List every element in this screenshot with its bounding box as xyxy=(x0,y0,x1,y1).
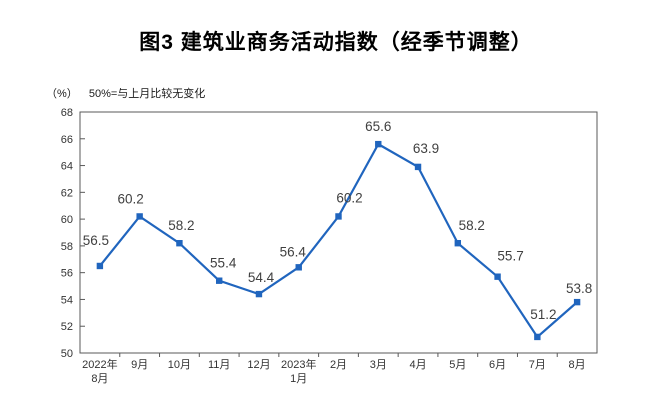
y-axis-label: 68 xyxy=(61,107,73,119)
baseline-note: 50%=与上月比较无变化 xyxy=(88,88,206,100)
x-axis-label: 10月 xyxy=(168,359,191,371)
y-axis-label: 56 xyxy=(61,268,73,280)
data-point-marker xyxy=(534,333,541,341)
y-axis-unit-label: （%） xyxy=(46,88,78,100)
data-point-marker xyxy=(454,240,462,247)
x-axis-label: 5月 xyxy=(449,359,466,371)
x-axis-label: 8月 xyxy=(569,359,586,371)
data-point-marker xyxy=(573,298,581,306)
data-point-marker xyxy=(494,273,501,280)
data-point-marker xyxy=(215,277,223,284)
data-point-marker xyxy=(375,140,382,148)
x-axis-label: 2022年 8月 xyxy=(82,357,117,385)
x-axis-label: 7月 xyxy=(529,359,546,371)
data-point-label: 65.6 xyxy=(365,119,391,134)
series-line xyxy=(99,142,578,339)
y-axis-label: 66 xyxy=(61,134,73,146)
data-point-marker xyxy=(255,290,263,298)
data-point-marker xyxy=(335,213,342,220)
x-axis-label: 12月 xyxy=(247,359,270,371)
data-point-label: 54.4 xyxy=(248,270,275,285)
x-axis-label: 6月 xyxy=(489,359,506,371)
data-point-label: 60.2 xyxy=(118,191,144,206)
data-point-label: 55.4 xyxy=(210,256,237,271)
x-axis-label: 4月 xyxy=(409,359,426,371)
data-point-label: 63.9 xyxy=(413,141,439,156)
data-point-label: 58.2 xyxy=(168,218,194,233)
data-point-label: 60.2 xyxy=(336,190,362,205)
data-point-label: 56.4 xyxy=(280,244,307,259)
y-axis-label: 60 xyxy=(61,214,73,226)
x-axis-label: 3月 xyxy=(370,359,387,371)
data-point-label: 56.5 xyxy=(83,233,109,248)
x-axis-label: 2023年 1月 xyxy=(281,357,316,385)
y-axis-label: 54 xyxy=(61,294,73,306)
data-point-marker xyxy=(295,264,302,271)
data-point-marker xyxy=(414,163,422,171)
x-axis-label: 2月 xyxy=(330,359,347,371)
y-axis-label: 62 xyxy=(61,187,73,199)
chart-title: 图3 建筑业商务活动指数（经季节调整） xyxy=(139,31,533,54)
plot-border xyxy=(79,111,598,354)
y-axis-label: 52 xyxy=(61,321,73,333)
data-point-label: 51.2 xyxy=(530,307,556,322)
y-axis-label: 64 xyxy=(61,161,73,173)
data-point-label: 58.2 xyxy=(459,218,485,233)
y-axis-label: 50 xyxy=(61,348,73,360)
x-axis-label: 9月 xyxy=(131,359,148,371)
y-axis-label: 58 xyxy=(61,241,73,253)
data-point-label: 53.8 xyxy=(566,281,592,296)
data-point-marker xyxy=(176,240,183,247)
data-point-marker xyxy=(136,213,143,220)
axis-unit-note: （%） 50%=与上月比较无变化 xyxy=(46,85,205,101)
data-point-label: 55.7 xyxy=(497,249,523,264)
x-axis-label: 11月 xyxy=(208,359,230,371)
data-point-marker xyxy=(96,262,104,270)
